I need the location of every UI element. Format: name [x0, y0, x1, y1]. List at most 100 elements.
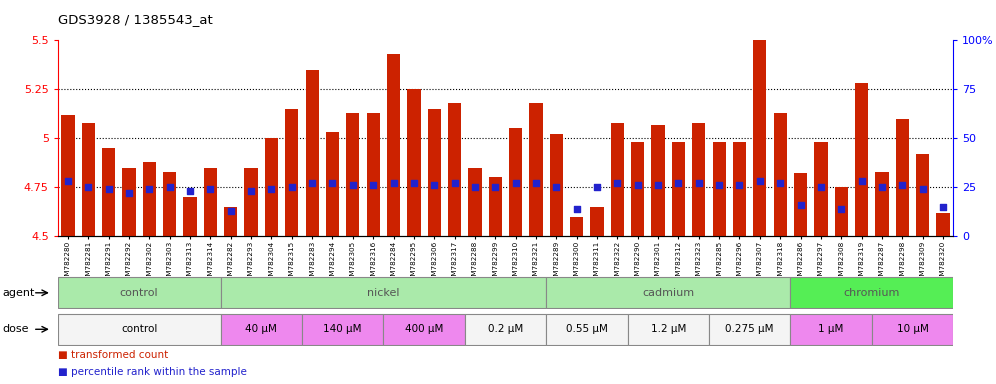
Point [426, 182, 442, 188]
Bar [546, 314, 627, 344]
Text: 400 μM: 400 μM [405, 324, 443, 334]
Bar [872, 314, 953, 344]
Bar [142, 162, 156, 236]
Text: ■ percentile rank within the sample: ■ percentile rank within the sample [58, 367, 247, 377]
Point [854, 178, 870, 184]
Point [914, 186, 930, 192]
Bar [570, 217, 584, 236]
Bar [733, 142, 746, 236]
Bar [855, 83, 869, 236]
Point [406, 180, 422, 186]
Bar [265, 138, 278, 236]
Bar [302, 314, 383, 344]
Text: chromium: chromium [844, 288, 900, 298]
Bar [62, 115, 75, 236]
Point [101, 186, 117, 192]
Bar [791, 314, 872, 344]
Bar [468, 168, 481, 236]
Text: agent: agent [2, 288, 35, 298]
Point [202, 186, 218, 192]
Bar [611, 122, 624, 236]
Bar [509, 128, 522, 236]
Point [610, 180, 625, 186]
Bar [58, 278, 220, 308]
Bar [692, 122, 705, 236]
Bar [546, 278, 791, 308]
Bar [383, 314, 465, 344]
Text: control: control [120, 288, 158, 298]
Bar [347, 113, 360, 236]
Point [467, 184, 483, 190]
Bar [123, 168, 135, 236]
Bar [916, 154, 929, 236]
Bar [835, 187, 848, 236]
Text: cadmium: cadmium [642, 288, 694, 298]
Bar [163, 172, 176, 236]
Bar [651, 124, 664, 236]
Text: 40 μM: 40 μM [245, 324, 277, 334]
Point [223, 208, 239, 214]
Bar [220, 314, 302, 344]
Text: 0.55 μM: 0.55 μM [566, 324, 608, 334]
Bar [530, 103, 543, 236]
Bar [204, 168, 217, 236]
Point [264, 186, 280, 192]
Bar [712, 142, 726, 236]
Bar [774, 113, 787, 236]
Text: control: control [121, 324, 157, 334]
Point [873, 184, 889, 190]
Bar [244, 168, 258, 236]
Text: GDS3928 / 1385543_at: GDS3928 / 1385543_at [58, 13, 212, 26]
Bar [936, 213, 949, 236]
Bar [367, 113, 379, 236]
Point [589, 184, 605, 190]
Point [81, 184, 97, 190]
Point [731, 182, 747, 188]
Text: dose: dose [2, 324, 29, 334]
Bar [794, 174, 807, 236]
Point [385, 180, 401, 186]
Point [629, 182, 645, 188]
Text: ■ transformed count: ■ transformed count [58, 350, 168, 360]
Bar [326, 132, 339, 236]
Bar [386, 54, 400, 236]
Bar [465, 314, 546, 344]
Bar [306, 70, 319, 236]
Point [366, 182, 381, 188]
Bar [58, 314, 220, 344]
Point [691, 180, 707, 186]
Bar [709, 314, 791, 344]
Bar [102, 148, 116, 236]
Bar [489, 177, 502, 236]
Point [650, 182, 666, 188]
Point [122, 190, 137, 196]
Bar [82, 122, 95, 236]
Text: 1.2 μM: 1.2 μM [650, 324, 686, 334]
Point [711, 182, 727, 188]
Bar [895, 119, 909, 236]
Text: 0.2 μM: 0.2 μM [488, 324, 523, 334]
Point [528, 180, 544, 186]
Point [569, 206, 585, 212]
Point [670, 180, 686, 186]
Text: 0.275 μM: 0.275 μM [725, 324, 774, 334]
Point [834, 206, 850, 212]
Bar [672, 142, 685, 236]
Point [935, 204, 951, 210]
Point [446, 180, 462, 186]
Text: 1 μM: 1 μM [819, 324, 844, 334]
Point [549, 184, 565, 190]
Bar [285, 109, 299, 236]
Point [304, 180, 320, 186]
Bar [550, 134, 563, 236]
Bar [407, 89, 420, 236]
Text: 140 μM: 140 μM [324, 324, 362, 334]
Point [141, 186, 157, 192]
Point [793, 202, 809, 208]
Bar [815, 142, 828, 236]
Point [182, 188, 198, 194]
Point [487, 184, 503, 190]
Bar [183, 197, 196, 236]
Point [772, 180, 788, 186]
Point [813, 184, 829, 190]
